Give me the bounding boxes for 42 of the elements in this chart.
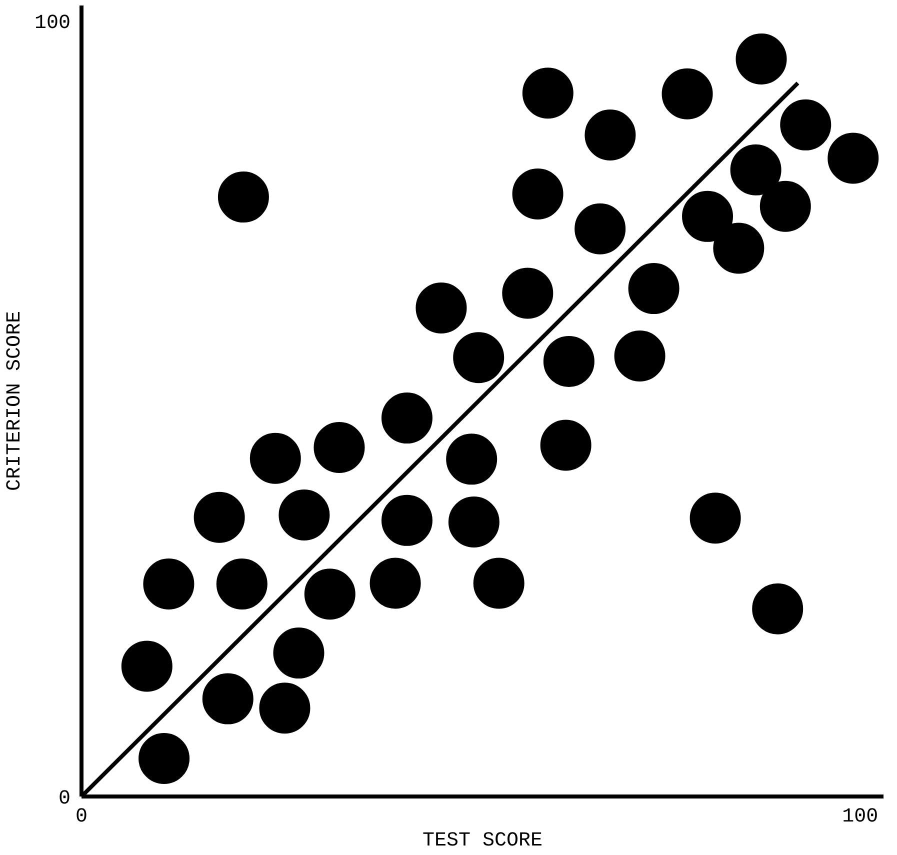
point [446,434,498,485]
point [473,558,524,609]
point [304,568,356,620]
point [512,168,564,220]
point [713,222,764,274]
point [448,496,500,548]
x-axis-title: TEST SCORE [422,830,543,852]
point [690,492,741,544]
point [259,682,310,734]
point [143,558,194,610]
point [614,330,666,382]
point [453,332,504,384]
point [502,268,554,319]
point [730,144,782,196]
point [370,558,421,609]
y-axis-title: CRITERION SCORE [3,310,26,492]
point [543,336,594,387]
point [218,172,269,222]
point [584,110,636,160]
point [314,422,365,473]
point [574,203,626,254]
point [828,132,879,184]
point [522,68,574,119]
point [381,494,432,546]
point [662,68,713,120]
point [138,733,190,784]
point [278,490,330,540]
point [752,583,804,634]
point [121,640,172,692]
point [540,420,592,471]
point [780,99,832,150]
point [250,432,301,484]
point [194,492,245,543]
point [216,558,268,610]
point [628,263,680,314]
point [760,180,811,232]
point [273,628,324,678]
point [381,392,432,444]
point [202,673,254,724]
point [682,190,734,242]
point [416,282,467,334]
point [736,34,787,84]
